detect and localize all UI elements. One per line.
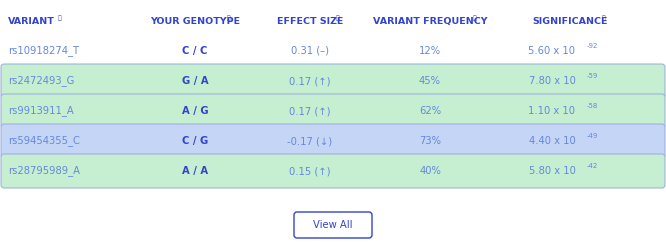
Text: 1.10 x 10: 1.10 x 10 bbox=[529, 106, 575, 116]
FancyBboxPatch shape bbox=[1, 94, 665, 128]
FancyBboxPatch shape bbox=[1, 64, 665, 98]
FancyBboxPatch shape bbox=[294, 212, 372, 238]
Text: 40%: 40% bbox=[419, 166, 441, 176]
Text: 62%: 62% bbox=[419, 106, 441, 116]
Text: 4.40 x 10: 4.40 x 10 bbox=[529, 136, 575, 146]
Text: ⓘ: ⓘ bbox=[602, 15, 606, 21]
Text: 7.80 x 10: 7.80 x 10 bbox=[529, 76, 575, 86]
Text: 45%: 45% bbox=[419, 76, 441, 86]
Text: rs2472493_G: rs2472493_G bbox=[8, 76, 75, 86]
Text: 0.31 (–): 0.31 (–) bbox=[291, 46, 329, 56]
Text: 0.17 (↑): 0.17 (↑) bbox=[289, 106, 331, 116]
Text: -49: -49 bbox=[586, 133, 597, 139]
Text: -92: -92 bbox=[586, 43, 597, 49]
Text: A / A: A / A bbox=[182, 166, 208, 176]
Text: 5.60 x 10: 5.60 x 10 bbox=[529, 46, 575, 56]
FancyBboxPatch shape bbox=[1, 124, 665, 158]
Text: rs10918274_T: rs10918274_T bbox=[8, 45, 79, 57]
Text: 12%: 12% bbox=[419, 46, 441, 56]
Text: -58: -58 bbox=[586, 103, 597, 109]
Text: C / G: C / G bbox=[182, 136, 208, 146]
Text: YOUR GENOTYPE: YOUR GENOTYPE bbox=[150, 18, 240, 26]
Text: -0.17 (↓): -0.17 (↓) bbox=[288, 136, 332, 146]
Text: -42: -42 bbox=[586, 163, 597, 169]
Text: rs28795989_A: rs28795989_A bbox=[8, 165, 80, 176]
Text: ⓘ: ⓘ bbox=[473, 15, 477, 21]
Text: VARIANT FREQUENCY: VARIANT FREQUENCY bbox=[373, 18, 488, 26]
Text: 0.15 (↑): 0.15 (↑) bbox=[289, 166, 331, 176]
FancyBboxPatch shape bbox=[1, 154, 665, 188]
Text: A / G: A / G bbox=[182, 106, 208, 116]
Text: 5.80 x 10: 5.80 x 10 bbox=[529, 166, 575, 176]
Text: rs59454355_C: rs59454355_C bbox=[8, 136, 80, 146]
Text: ⓘ: ⓘ bbox=[336, 15, 340, 21]
Text: ⓘ: ⓘ bbox=[227, 15, 231, 21]
Text: G / A: G / A bbox=[182, 76, 208, 86]
Text: SIGNIFICANCE: SIGNIFICANCE bbox=[532, 18, 608, 26]
Text: ⓘ: ⓘ bbox=[58, 15, 62, 21]
Text: View All: View All bbox=[313, 220, 353, 230]
Text: 73%: 73% bbox=[419, 136, 441, 146]
Text: VARIANT: VARIANT bbox=[8, 18, 55, 26]
Text: EFFECT SIZE: EFFECT SIZE bbox=[277, 18, 343, 26]
Text: C / C: C / C bbox=[182, 46, 208, 56]
Text: rs9913911_A: rs9913911_A bbox=[8, 105, 74, 116]
Text: 0.17 (↑): 0.17 (↑) bbox=[289, 76, 331, 86]
Text: -59: -59 bbox=[586, 73, 597, 79]
